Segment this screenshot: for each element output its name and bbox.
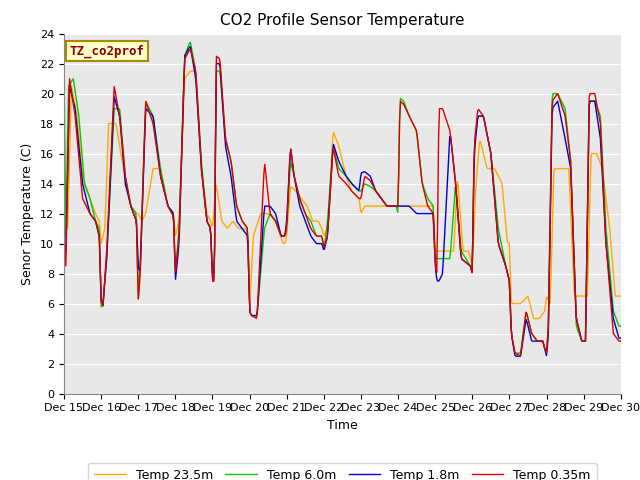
Temp 23.5m — [204, 213, 212, 219]
Temp 23.5m — [313, 218, 321, 224]
Temp 0.35m — [516, 353, 524, 359]
Temp 1.8m — [389, 203, 397, 209]
Temp 23.5m — [531, 316, 538, 322]
Temp 23.5m — [187, 68, 195, 74]
Temp 6.0m — [617, 323, 625, 329]
Line: Temp 0.35m: Temp 0.35m — [64, 49, 621, 356]
Title: CO2 Profile Sensor Temperature: CO2 Profile Sensor Temperature — [220, 13, 465, 28]
Temp 6.0m — [433, 256, 440, 262]
Temp 6.0m — [313, 233, 321, 239]
Temp 0.35m — [389, 203, 397, 209]
Temp 23.5m — [433, 248, 440, 254]
Temp 0.35m — [204, 221, 212, 227]
Temp 1.8m — [159, 181, 166, 187]
Text: TZ_co2prof: TZ_co2prof — [70, 44, 145, 58]
Temp 0.35m — [159, 181, 166, 187]
Temp 23.5m — [60, 218, 68, 224]
Temp 1.8m — [204, 221, 212, 227]
Temp 6.0m — [389, 203, 397, 209]
Temp 1.8m — [60, 240, 68, 247]
Temp 23.5m — [617, 293, 625, 299]
Temp 6.0m — [159, 176, 166, 182]
Temp 0.35m — [480, 117, 488, 122]
Temp 0.35m — [60, 233, 68, 239]
Temp 23.5m — [480, 154, 488, 159]
Temp 1.8m — [512, 353, 520, 359]
X-axis label: Time: Time — [327, 419, 358, 432]
Temp 6.0m — [512, 350, 520, 356]
Temp 1.8m — [480, 117, 488, 122]
Temp 6.0m — [204, 221, 212, 227]
Temp 23.5m — [389, 203, 397, 209]
Temp 6.0m — [60, 68, 68, 74]
Temp 6.0m — [480, 117, 488, 122]
Temp 1.8m — [617, 335, 625, 341]
Temp 0.35m — [617, 338, 625, 344]
Temp 0.35m — [313, 233, 321, 239]
Temp 0.35m — [187, 47, 195, 52]
Temp 1.8m — [313, 240, 321, 247]
Line: Temp 6.0m: Temp 6.0m — [64, 42, 621, 353]
Line: Temp 23.5m: Temp 23.5m — [64, 71, 621, 319]
Temp 1.8m — [187, 44, 195, 50]
Temp 6.0m — [187, 39, 195, 45]
Y-axis label: Senor Temperature (C): Senor Temperature (C) — [22, 143, 35, 285]
Line: Temp 1.8m: Temp 1.8m — [64, 47, 621, 356]
Temp 23.5m — [159, 176, 166, 182]
Legend: Temp 23.5m, Temp 6.0m, Temp 1.8m, Temp 0.35m: Temp 23.5m, Temp 6.0m, Temp 1.8m, Temp 0… — [88, 463, 596, 480]
Temp 0.35m — [433, 269, 440, 275]
Temp 1.8m — [433, 276, 440, 281]
